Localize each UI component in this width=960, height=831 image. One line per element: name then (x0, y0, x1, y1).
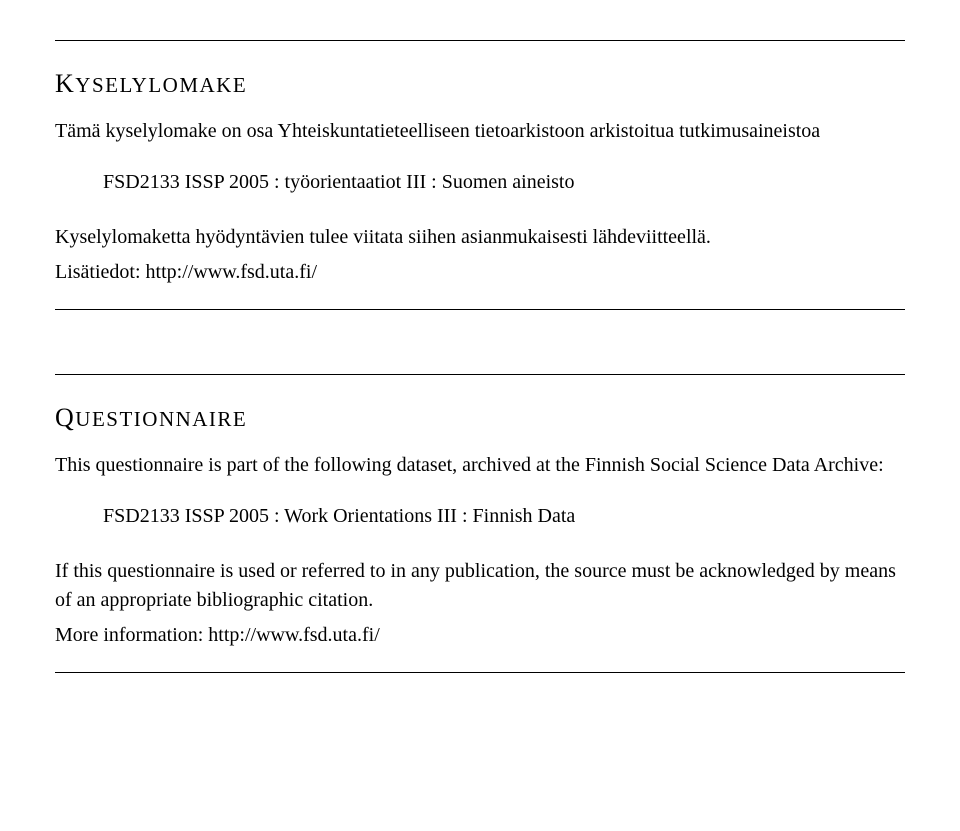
dataset-block-fi: FSD2133 ISSP 2005 : työorientaatiot III … (103, 168, 905, 197)
document-page: KYSELYLOMAKE Tämä kyselylomake on osa Yh… (0, 0, 960, 713)
usage-line-fi-2: Lisätiedot: http://www.fsd.uta.fi/ (55, 258, 905, 287)
dataset-line-fi: FSD2133 ISSP 2005 : työorientaatiot III … (103, 168, 905, 197)
intro-paragraph-en: This questionnaire is part of the follow… (55, 451, 905, 480)
title-rest: YSELYLOMAKE (75, 73, 247, 97)
section-title-kyselylomake: KYSELYLOMAKE (55, 69, 905, 99)
dataset-block-en: FSD2133 ISSP 2005 : Work Orientations II… (103, 502, 905, 531)
title-first-letter-en: Q (55, 403, 75, 432)
intro-paragraph-fi: Tämä kyselylomake on osa Yhteiskuntatiet… (55, 117, 905, 146)
usage-line-en-2: More information: http://www.fsd.uta.fi/ (55, 621, 905, 650)
bottom-rule (55, 672, 905, 673)
usage-line-en-1: If this questionnaire is used or referre… (55, 557, 905, 615)
usage-line-fi-1: Kyselylomaketta hyödyntävien tulee viita… (55, 223, 905, 252)
title-rest-en: UESTIONNAIRE (75, 407, 247, 431)
section-title-questionnaire: QUESTIONNAIRE (55, 403, 905, 433)
dataset-line-en: FSD2133 ISSP 2005 : Work Orientations II… (103, 502, 905, 531)
title-first-letter: K (55, 69, 75, 98)
